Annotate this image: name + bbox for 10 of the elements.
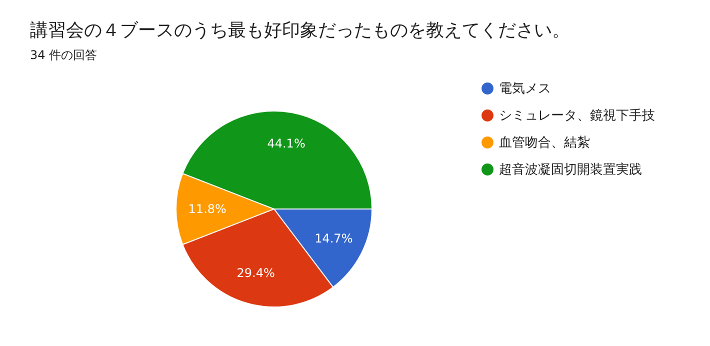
data-label: 44.1% [267, 136, 306, 150]
data-label: 11.8% [188, 202, 226, 216]
legend-label: 電気メス [499, 82, 551, 96]
chart-title: 講習会の４ブースのうち最も好印象だったものを教えてください。 [30, 20, 570, 41]
legend-label: 超音波凝固切開装置実践 [499, 162, 642, 178]
legend-label: シミュレータ、鏡視下手技 [499, 108, 655, 124]
text: 34 件の回答 [30, 48, 98, 62]
legend-label: 血管吻合、結紮 [499, 136, 590, 150]
data-label: 29.4% [236, 266, 275, 280]
data-label: 14.7% [314, 232, 353, 246]
